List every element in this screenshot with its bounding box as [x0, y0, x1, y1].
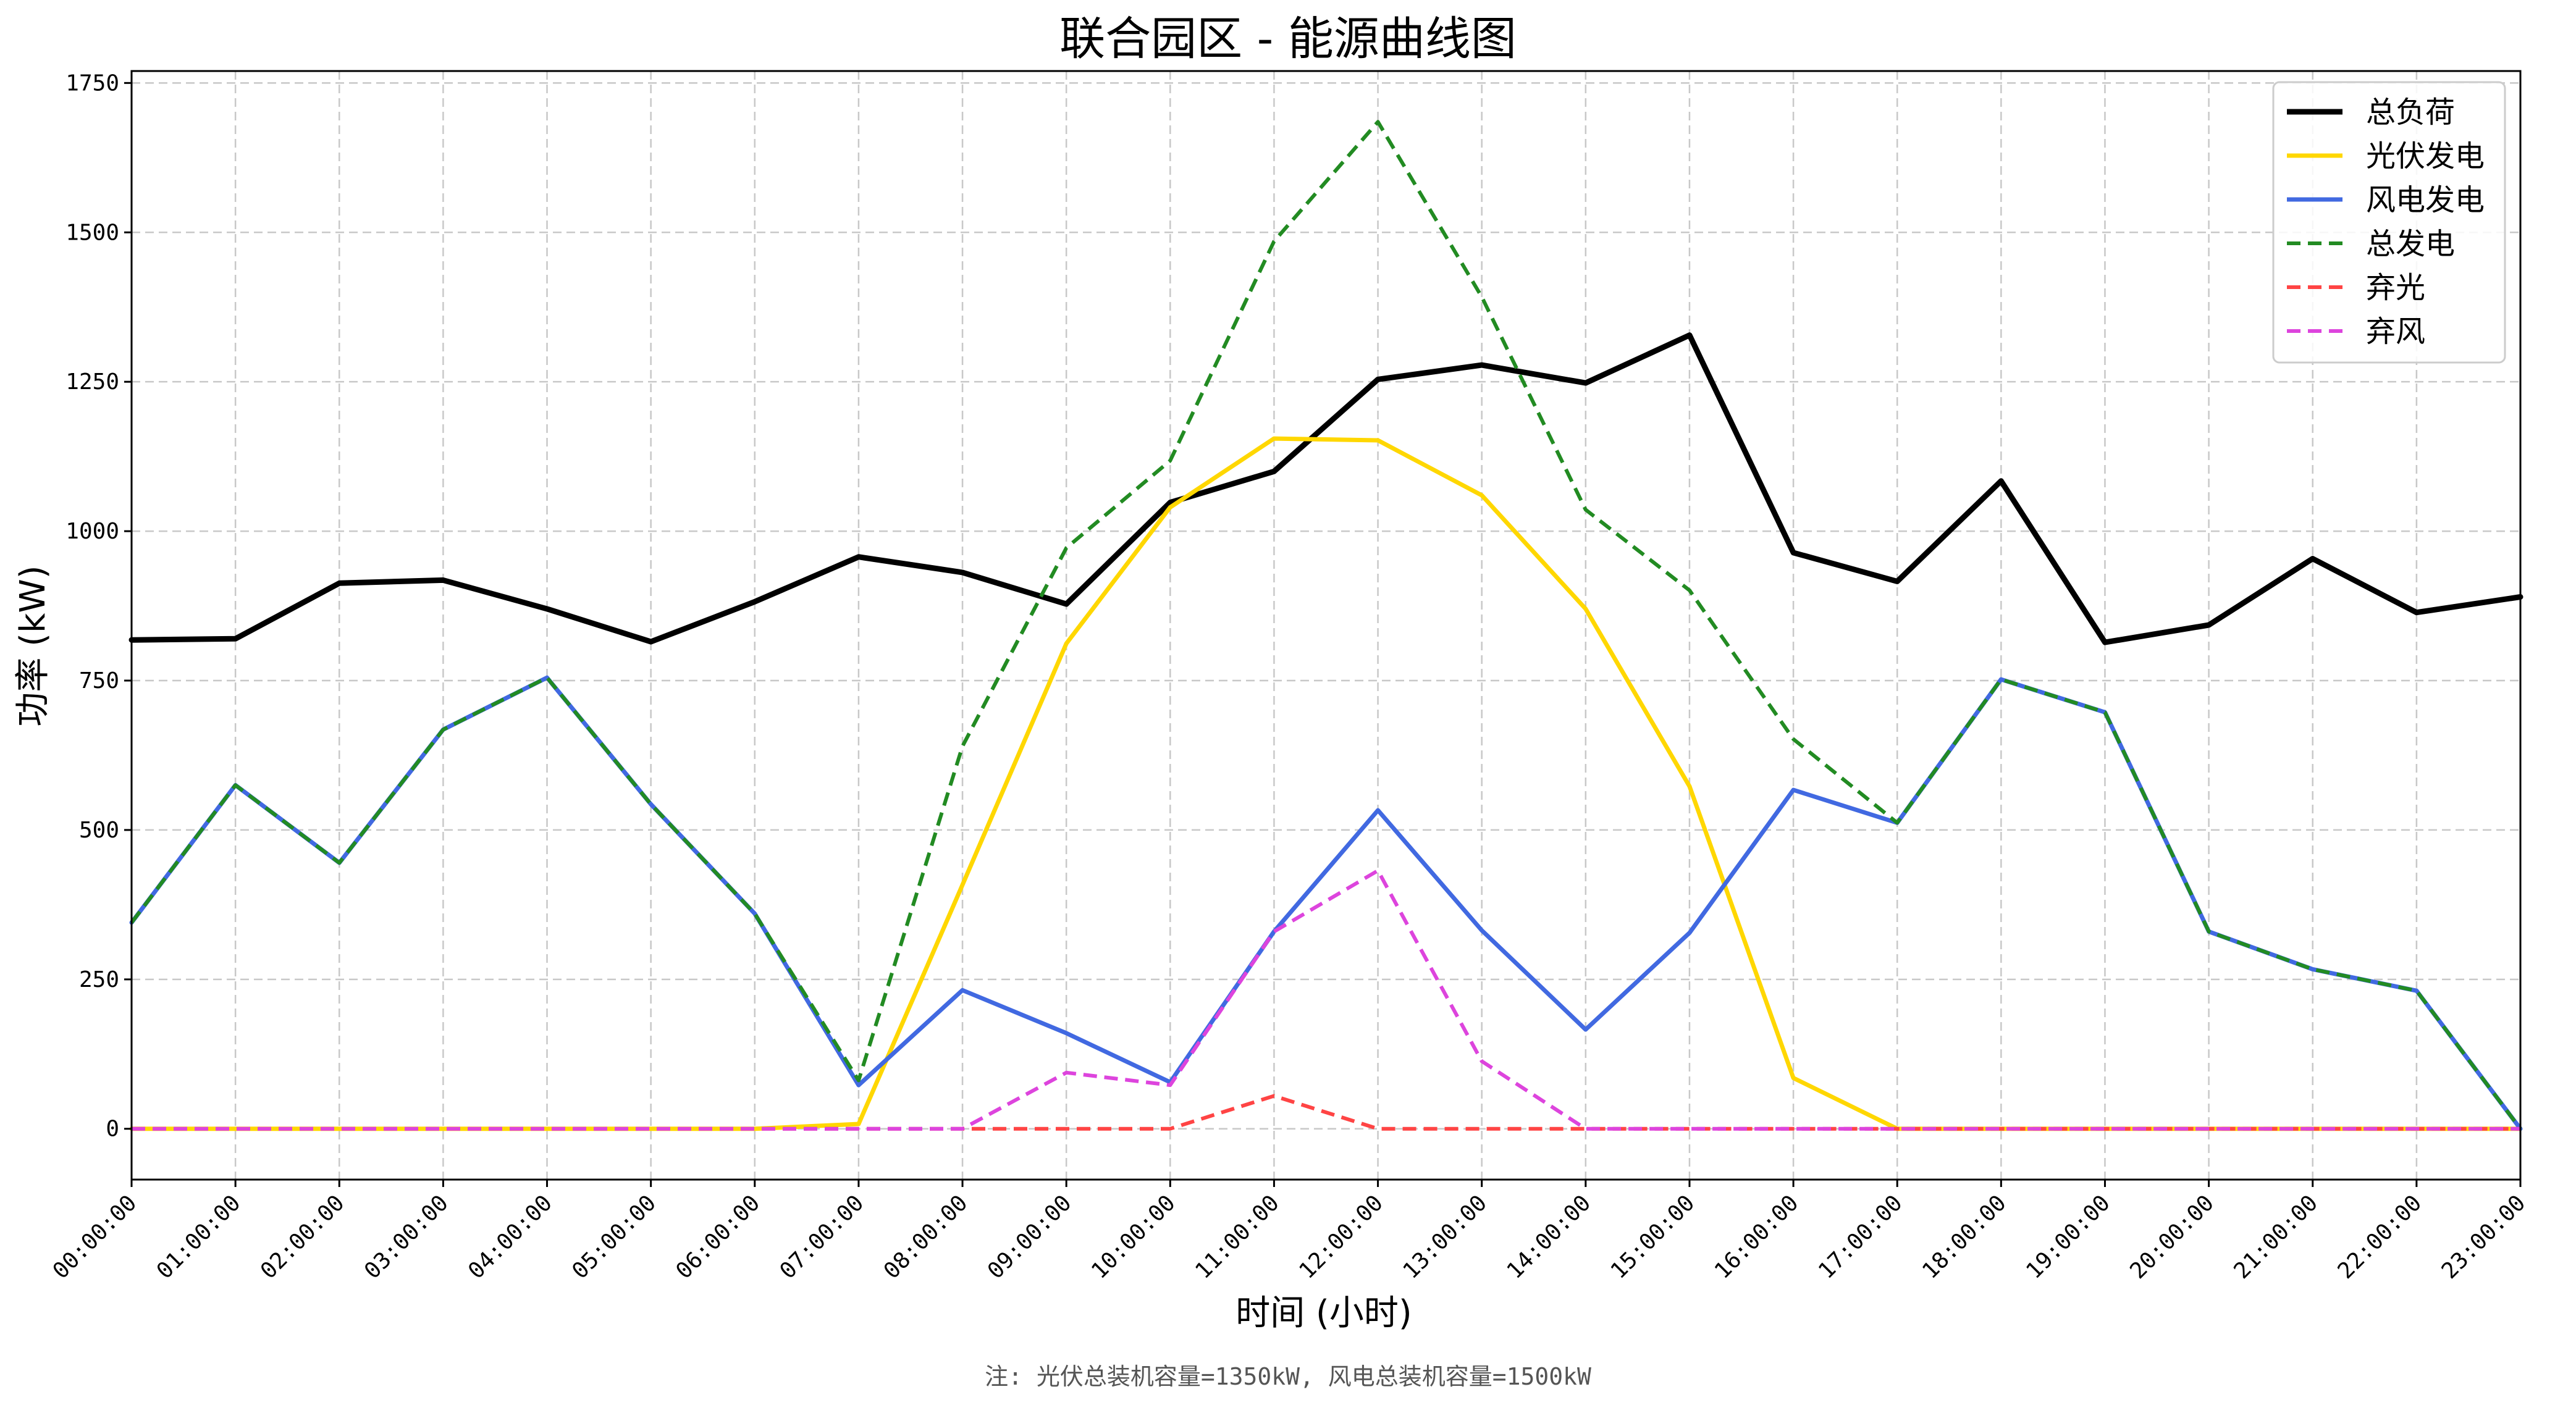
legend-label: 总发电 — [2366, 227, 2455, 261]
y-tick-label: 1250 — [65, 369, 119, 395]
y-tick-label: 1750 — [65, 70, 119, 96]
legend-label: 光伏发电 — [2366, 139, 2485, 174]
y-axis-label: 功率 (kW) — [13, 565, 53, 726]
x-axis-label: 时间 (小时) — [1235, 1293, 1412, 1333]
legend-label: 总负荷 — [2366, 95, 2455, 130]
y-tick-label: 250 — [79, 967, 119, 992]
y-tick-label: 0 — [106, 1117, 119, 1142]
series-layer — [128, 120, 2523, 1131]
y-tick-label: 1000 — [65, 519, 119, 544]
legend-label: 弃风 — [2366, 314, 2425, 349]
series-line-3 — [130, 120, 2522, 1130]
chart-title: 联合园区 - 能源曲线图 — [1059, 12, 1517, 65]
legend-label: 风电发电 — [2366, 183, 2485, 217]
legend-label: 弃光 — [2366, 271, 2425, 305]
series-line-5 — [132, 868, 2520, 1131]
y-tick-label: 1500 — [65, 220, 119, 245]
grid-layer — [130, 71, 2522, 1180]
chart-note: 注: 光伏总装机容量=1350kW, 风电总装机容量=1500kW — [985, 1363, 1591, 1390]
y-tick-label: 500 — [79, 818, 119, 843]
plot-frame — [130, 70, 2522, 1181]
legend-box — [2272, 81, 2506, 364]
y-tick-label: 750 — [79, 668, 119, 694]
series-line-0 — [128, 332, 2523, 645]
